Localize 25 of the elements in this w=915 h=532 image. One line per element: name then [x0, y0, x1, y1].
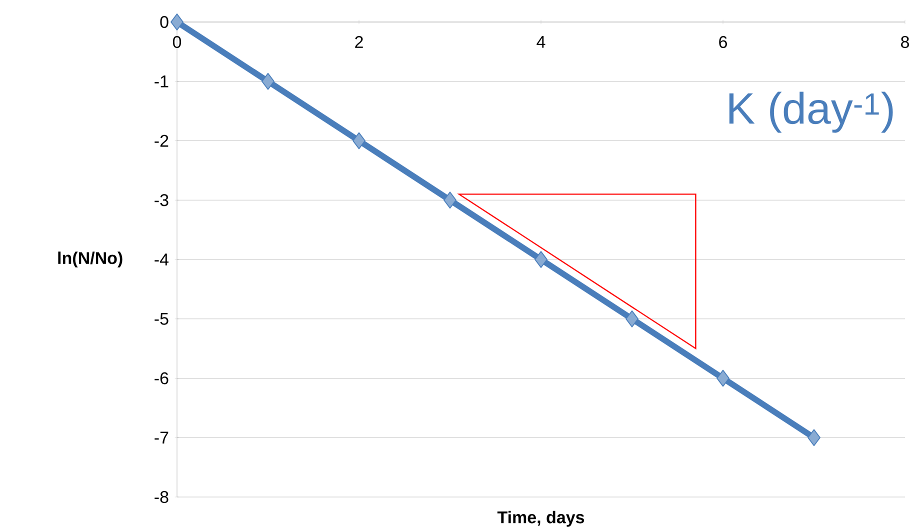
- y-tick-label: -1: [154, 76, 168, 88]
- point: [352, 132, 366, 150]
- annotation: K (day$^{-1}$): [729, 92, 893, 133]
- y-tick-label: -2: [154, 134, 168, 147]
- y-tick-label: -4: [154, 254, 169, 266]
- point: [626, 310, 639, 328]
- y-tick-label: 0: [160, 16, 168, 28]
- point: [170, 14, 184, 31]
- y-tick-label: -8: [154, 490, 168, 504]
- y-tick-label: -6: [154, 372, 168, 384]
- point: [262, 72, 274, 90]
- x-tick-label: 8: [901, 36, 909, 48]
- y-tick-label: -3: [154, 194, 168, 206]
- x-axis-title: Time, days: [497, 510, 584, 527]
- x-tick-label: 2: [355, 36, 363, 48]
- point: [534, 251, 548, 268]
- y-axis-title: ln(N/No): [58, 252, 122, 268]
- point: [808, 429, 821, 446]
- y-tick-label: -5: [154, 312, 168, 325]
- x-tick-label: 4: [536, 36, 546, 48]
- point: [716, 370, 730, 387]
- x-tick-label: 0: [172, 36, 182, 48]
- point: [444, 192, 457, 209]
- x-tick-label: 6: [719, 36, 727, 48]
- y-tick-label: -7: [154, 432, 168, 444]
